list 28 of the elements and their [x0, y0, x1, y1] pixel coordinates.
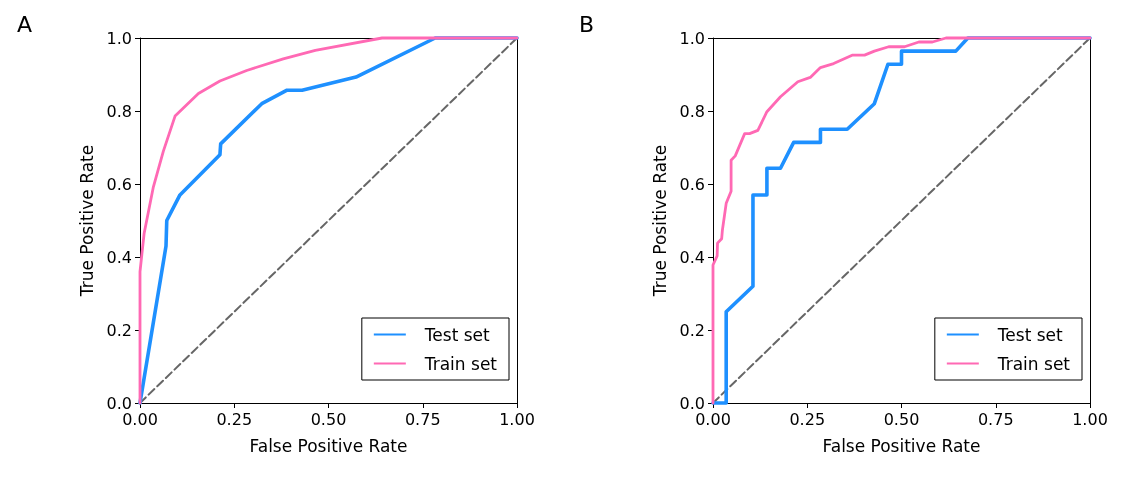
y-tick-label: 0.2	[679, 320, 705, 340]
y-tick-label: 0.4	[106, 247, 132, 267]
y-tick-label: 0.8	[106, 101, 132, 121]
x-tick-label: 0.25	[216, 409, 253, 429]
y-tick-label: 1.0	[679, 28, 705, 48]
y-tick-label: 0.6	[106, 174, 132, 194]
legend-label: Test set	[423, 324, 491, 345]
y-tick-label: 0.2	[106, 320, 132, 340]
chart-title: A	[17, 11, 33, 37]
y-tick-label: 0.4	[679, 247, 705, 267]
y-tick-label: 0.8	[679, 101, 705, 121]
x-axis-title: False Positive Rate	[822, 435, 981, 456]
y-tick-label: 0.6	[679, 174, 705, 194]
y-axis-title: True Positive Rate	[650, 144, 671, 298]
y-tick-label: 1.0	[106, 28, 132, 48]
x-tick-label: 0.75	[404, 409, 441, 429]
legend-label: Test set	[996, 324, 1064, 345]
legend-label: Train set	[996, 353, 1071, 374]
x-tick-label: 0.25	[789, 409, 826, 429]
chart-title: B	[579, 11, 595, 37]
x-tick-label: 0.75	[977, 409, 1014, 429]
x-axis-title: False Positive Rate	[249, 435, 408, 456]
y-axis-title: True Positive Rate	[77, 144, 98, 298]
legend-label: Train set	[423, 353, 498, 374]
x-tick-label: 0.50	[310, 409, 347, 429]
x-tick-label: 1.00	[499, 409, 535, 429]
x-tick-label: 0.50	[883, 409, 920, 429]
x-tick-label: 1.00	[1072, 409, 1108, 429]
